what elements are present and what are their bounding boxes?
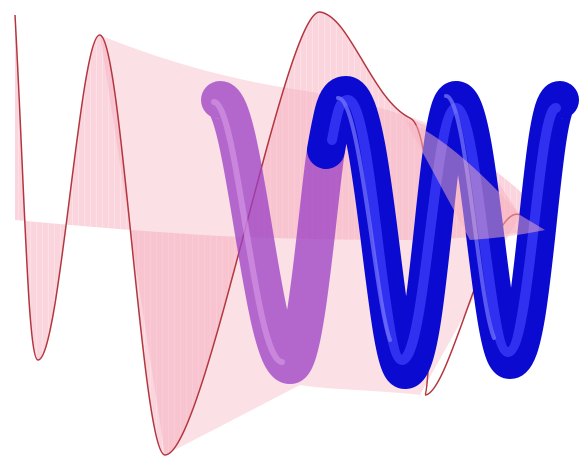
tube-translucent: [201, 81, 345, 385]
tube-translucent-highlight: [211, 99, 285, 365]
ribbon-front: [405, 120, 545, 240]
ribbon-surface: [15, 11, 545, 455]
